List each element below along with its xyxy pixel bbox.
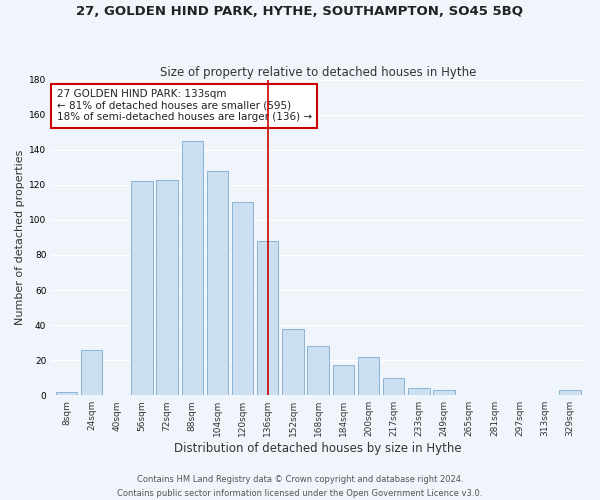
Bar: [282, 328, 304, 395]
Bar: [131, 182, 152, 395]
Title: Size of property relative to detached houses in Hythe: Size of property relative to detached ho…: [160, 66, 476, 78]
Bar: [232, 202, 253, 395]
Bar: [307, 346, 329, 395]
Y-axis label: Number of detached properties: Number of detached properties: [15, 150, 25, 325]
Text: 27 GOLDEN HIND PARK: 133sqm
← 81% of detached houses are smaller (595)
18% of se: 27 GOLDEN HIND PARK: 133sqm ← 81% of det…: [56, 89, 312, 122]
Bar: [559, 390, 581, 395]
Bar: [383, 378, 404, 395]
Text: Contains HM Land Registry data © Crown copyright and database right 2024.
Contai: Contains HM Land Registry data © Crown c…: [118, 476, 482, 498]
Bar: [408, 388, 430, 395]
Text: 27, GOLDEN HIND PARK, HYTHE, SOUTHAMPTON, SO45 5BQ: 27, GOLDEN HIND PARK, HYTHE, SOUTHAMPTON…: [77, 5, 523, 18]
X-axis label: Distribution of detached houses by size in Hythe: Distribution of detached houses by size …: [175, 442, 462, 455]
Bar: [56, 392, 77, 395]
Bar: [332, 366, 354, 395]
Bar: [157, 180, 178, 395]
Bar: [433, 390, 455, 395]
Bar: [257, 241, 278, 395]
Bar: [207, 171, 228, 395]
Bar: [358, 356, 379, 395]
Bar: [81, 350, 102, 395]
Bar: [182, 141, 203, 395]
